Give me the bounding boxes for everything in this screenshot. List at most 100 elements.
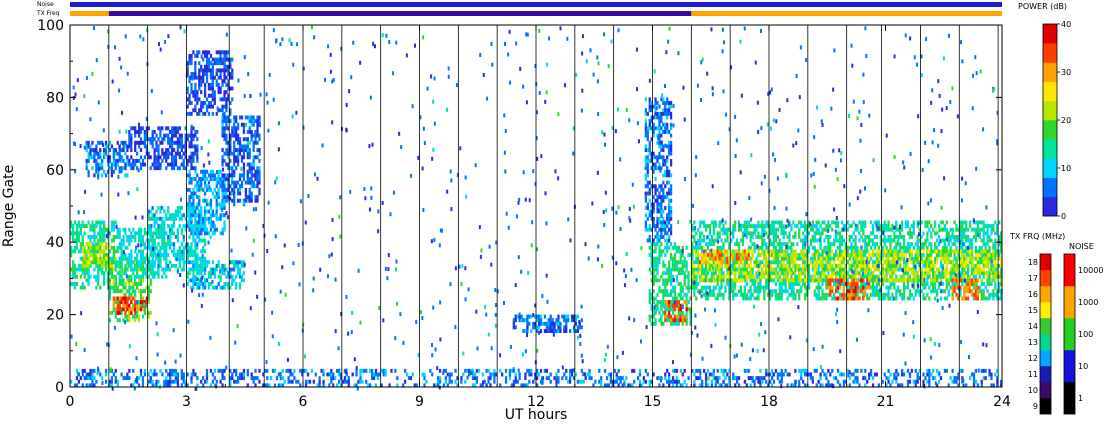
heatmap-cell <box>518 318 521 323</box>
heatmap-cell <box>668 318 671 323</box>
heatmap-cell <box>207 282 211 286</box>
heatmap-cell <box>71 238 75 243</box>
heatmap-cell <box>188 79 191 84</box>
heatmap-cell <box>233 126 236 131</box>
heatmap-cell <box>213 173 216 178</box>
heatmap-cell <box>137 140 141 145</box>
heatmap-cell <box>134 144 137 149</box>
heatmap-cell <box>188 187 191 192</box>
heatmap-cell <box>984 296 987 301</box>
heatmap-cell <box>114 314 117 319</box>
heatmap-cell <box>786 296 789 301</box>
heatmap-cell <box>99 267 102 272</box>
heatmap-cell <box>219 72 222 76</box>
heatmap-cell <box>545 329 548 333</box>
heatmap-cell <box>660 307 663 312</box>
heatmap-cell <box>108 278 112 283</box>
heatmap-cell <box>825 282 828 286</box>
heatmap-cell <box>116 318 119 323</box>
heatmap-cell <box>252 115 255 120</box>
heatmap-cell <box>961 227 964 232</box>
heatmap-cell <box>225 191 228 196</box>
heatmap-cell <box>188 140 191 145</box>
heatmap-cell <box>110 267 114 272</box>
heatmap-cell <box>823 238 826 243</box>
heatmap-cell <box>739 227 743 232</box>
heatmap-cell <box>104 253 108 257</box>
heatmap-cell <box>81 245 84 250</box>
heatmap-cell <box>910 234 913 239</box>
heatmap-cell <box>188 253 191 257</box>
heatmap-cell <box>258 173 261 178</box>
heatmap-cell <box>213 224 216 229</box>
heatmap-cell <box>139 148 143 152</box>
heatmap-cell <box>786 289 789 294</box>
heatmap-cell <box>221 187 224 192</box>
heatmap-cell <box>141 238 145 243</box>
heatmap-cell <box>70 224 73 229</box>
heatmap-cell <box>934 220 937 225</box>
heatmap-cell <box>856 289 859 294</box>
heatmap-cell <box>972 220 976 225</box>
heatmap-cell <box>137 318 141 323</box>
heatmap-cell <box>202 57 205 62</box>
heatmap-cell <box>897 285 900 290</box>
heatmap-cell <box>157 166 160 171</box>
heatmap-cell <box>530 329 533 333</box>
heatmap-cell <box>194 249 197 254</box>
heatmap-cell <box>236 133 240 138</box>
heatmap-cell <box>951 292 954 297</box>
heatmap-cell <box>1000 282 1003 286</box>
heatmap-cell <box>677 314 680 319</box>
heatmap-cell <box>924 282 927 286</box>
heatmap-cell <box>172 242 176 247</box>
heatmap-cell <box>679 296 682 301</box>
heatmap-cell <box>902 242 906 247</box>
heatmap-cell <box>87 282 90 286</box>
status-bars: Noise TX Freq <box>36 1 1002 17</box>
heatmap-cell <box>986 282 989 286</box>
heatmap-cell <box>238 115 242 120</box>
heatmap-cell <box>110 238 114 243</box>
heatmap-cell <box>555 329 558 333</box>
heatmap-cell <box>112 274 115 279</box>
heatmap-cell <box>188 169 191 174</box>
heatmap-cell <box>97 238 100 243</box>
heatmap-cell <box>155 271 158 276</box>
heatmap-cell <box>73 267 77 272</box>
heatmap-cell <box>122 158 125 163</box>
heatmap-cell <box>186 111 189 116</box>
heatmap-cell <box>225 140 228 145</box>
heatmap-cell <box>869 231 873 236</box>
heatmap-cell <box>776 227 780 232</box>
heatmap-cell <box>854 245 857 250</box>
heatmap-cell <box>924 271 927 276</box>
heatmap-cell <box>827 224 830 229</box>
heatmap-cell <box>198 75 201 80</box>
heatmap-cell <box>864 253 867 257</box>
heatmap-cell <box>71 260 75 265</box>
heatmap-cell <box>126 256 129 261</box>
heatmap-cell <box>654 191 657 196</box>
heatmap-cell <box>664 289 667 294</box>
heatmap-cell <box>122 292 125 297</box>
heatmap-cell <box>788 220 791 225</box>
heatmap-cell <box>817 227 820 232</box>
heatmap-cell <box>192 231 195 236</box>
heatmap-cell <box>130 253 133 257</box>
heatmap-cell <box>871 260 875 265</box>
heatmap-cell <box>852 263 855 268</box>
heatmap-cell <box>165 216 168 221</box>
heatmap-cell <box>802 242 805 247</box>
heatmap-cell <box>97 231 100 236</box>
heatmap-cell <box>724 227 727 232</box>
heatmap-cell <box>887 292 890 297</box>
heatmap-cell <box>139 307 143 312</box>
heatmap-cell <box>202 238 205 243</box>
heatmap-cell <box>227 126 230 131</box>
heatmap-cell <box>130 300 133 305</box>
heatmap-cell <box>190 90 193 95</box>
heatmap-cell <box>203 227 207 232</box>
heatmap-cell <box>778 282 781 286</box>
heatmap-cell <box>120 282 123 286</box>
